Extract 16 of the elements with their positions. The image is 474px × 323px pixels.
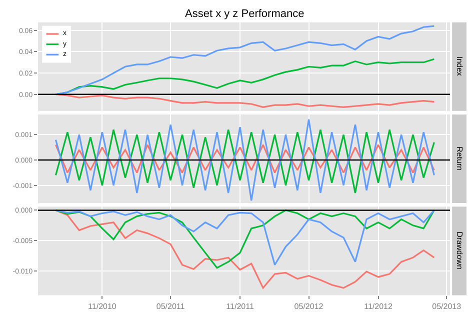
line-series	[54, 118, 435, 202]
y-axis-title: Return	[455, 146, 464, 171]
x-tick-label: 11/2011	[226, 302, 254, 311]
line-series	[54, 25, 435, 96]
y-axis-title: Drawdown	[455, 232, 464, 270]
y-axis-title: Index	[454, 56, 464, 76]
x-tick-label: 05/2013	[432, 302, 462, 311]
x-tick-label: 11/2012	[364, 302, 393, 311]
chart-title: Asset x y z Performance	[185, 8, 304, 20]
line-series	[54, 94, 435, 108]
line-series	[54, 128, 435, 194]
x-tick-label: 05/2012	[294, 302, 324, 311]
x-tick-label: 05/2011	[156, 302, 186, 311]
line-series	[54, 144, 435, 174]
x-tick-label: 11/2010	[88, 302, 117, 311]
line-series	[54, 209, 435, 289]
